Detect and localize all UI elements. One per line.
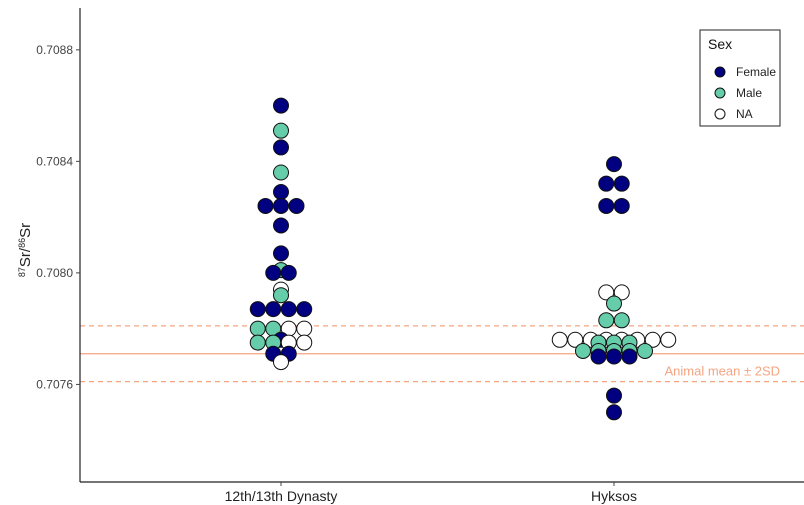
legend-swatch-male (714, 87, 726, 99)
point-female (606, 348, 622, 365)
legend: Sex Female Male NA (699, 29, 781, 127)
y-axis-label: 87Sr/86Sr (17, 223, 34, 277)
point-na (551, 331, 568, 348)
legend-swatch-na (714, 108, 726, 120)
point-na (296, 334, 313, 351)
legend-title: Sex (708, 36, 732, 52)
reference-line-label: Animal mean ± 2SD (664, 364, 780, 379)
x-tick-label: 12th/13th Dynasty (225, 488, 338, 504)
y-tick-label: 0.7084 (36, 154, 73, 168)
point-female (273, 97, 289, 114)
point-female (613, 175, 630, 192)
y-tick-label: 0.7080 (36, 266, 73, 280)
legend-label-male: Male (736, 86, 762, 100)
point-male (598, 312, 615, 329)
reference-lines (80, 325, 804, 383)
point-female (265, 264, 282, 281)
point-female (296, 301, 313, 318)
point-female (273, 245, 289, 262)
point-na (660, 331, 677, 348)
x-tick-label: Hyksos (591, 488, 637, 504)
point-male (613, 312, 630, 329)
point-female (273, 217, 289, 234)
point-female (613, 197, 630, 214)
point-male (273, 122, 289, 139)
point-female (273, 197, 289, 214)
point-female (606, 404, 622, 421)
y-axis: 0.7076 0.7080 0.7084 0.7088 (36, 8, 81, 482)
point-female (257, 197, 274, 214)
point-female (606, 156, 622, 173)
point-female (606, 387, 622, 404)
point-female (265, 301, 282, 318)
legend-label-na: NA (736, 107, 753, 121)
legend-box (699, 29, 781, 127)
point-female (288, 197, 305, 214)
y-tick-label: 0.7076 (36, 377, 73, 391)
point-male (249, 320, 266, 337)
point-female (280, 264, 297, 281)
point-male (606, 295, 622, 312)
point-female (621, 348, 638, 365)
point-female (280, 301, 297, 318)
point-female (249, 301, 266, 318)
data-points (249, 97, 677, 421)
point-female (590, 348, 607, 365)
point-female (598, 175, 615, 192)
point-na (296, 320, 313, 337)
legend-label-female: Female (736, 65, 776, 79)
point-male (273, 164, 289, 181)
point-male (575, 342, 591, 359)
point-na (273, 354, 289, 371)
point-male (637, 342, 653, 359)
y-tick-label: 0.7088 (36, 43, 73, 57)
point-male (249, 334, 266, 351)
point-female (598, 197, 615, 214)
point-female (273, 139, 289, 156)
point-female (273, 184, 289, 201)
x-axis: 12th/13th Dynasty Hyksos (80, 481, 804, 504)
point-male (273, 287, 289, 304)
legend-swatch-female (714, 66, 726, 78)
point-na (613, 284, 630, 301)
